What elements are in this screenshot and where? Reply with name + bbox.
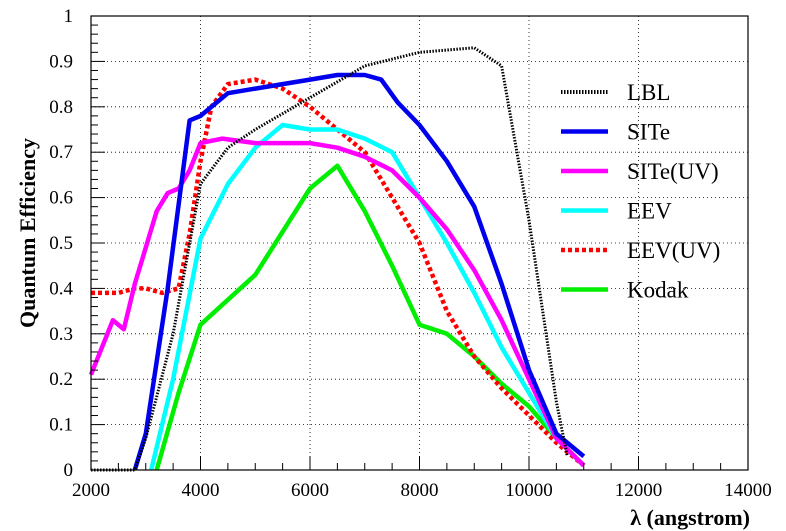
legend-label-kodak: Kodak [627,278,689,303]
x-tick-label: 4000 [182,480,220,501]
x-tick-label: 8000 [401,480,439,501]
y-tick-label: 0.3 [49,324,73,345]
series-line-site [132,72,586,471]
y-tick-label: 0.7 [49,142,73,163]
y-tick-label: 0.1 [49,415,73,436]
series-line-eev-uv [91,77,586,468]
x-tick-label: 2000 [72,480,110,501]
x-tick-label: 12000 [615,480,663,501]
series-lines [88,46,586,472]
series-line-lbl [91,46,569,472]
y-tick-label: 0.5 [49,233,73,254]
legend-label-eev-uv: EEV(UV) [627,238,720,263]
y-tick-label: 0.6 [49,188,73,209]
legend-label-site: SITe [627,120,670,145]
series-line-site-uv [88,136,586,468]
x-tick-label: 14000 [724,480,772,501]
y-tick-label: 0.2 [49,369,73,390]
x-axis-title: λ (angstrom) [630,505,750,530]
x-tick-label: 6000 [291,480,329,501]
legend-label-eev: EEV [627,199,672,224]
legend-label-site-uv: SITe(UV) [627,159,719,184]
y-tick-label: 0.8 [49,97,73,118]
y-tick-label: 0.9 [49,51,73,72]
legend-label-lbl: LBL [627,80,670,105]
y-axis-title: Quantum Efficiency [15,138,40,328]
x-tick-label: 10000 [505,480,553,501]
legend: LBL SITe SITe(UV) EEV EEV(UV) Kodak [561,80,720,303]
series-line-eev [149,122,586,471]
y-tick-label: 0 [64,460,74,481]
y-tick-label: 0.4 [49,278,73,299]
series-line-kodak [154,163,586,471]
y-tick-label: 1 [64,6,74,27]
